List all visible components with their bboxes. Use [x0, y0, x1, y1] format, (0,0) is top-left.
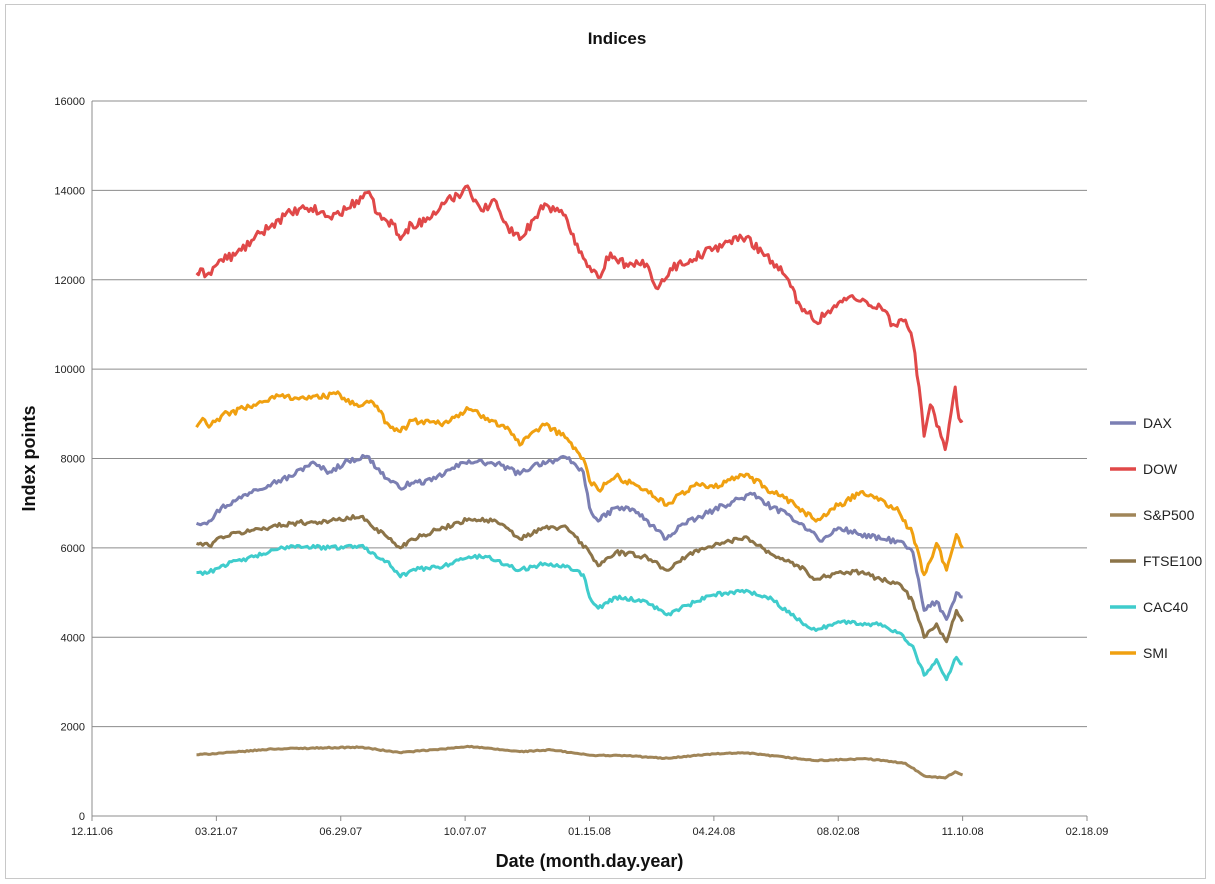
chart-frame: Indices 0 2000 4000 6000 8000 10000 12000 14000… [5, 4, 1206, 879]
x-tick-label: 08.02.08 [817, 826, 860, 838]
legend-label: DAX [1143, 415, 1172, 431]
series-line-dax [195, 453, 963, 621]
x-tick-label: 10.07.07 [444, 826, 487, 838]
legend-label: DOW [1143, 461, 1178, 477]
series-lines [195, 184, 964, 780]
y-tick-label: 16000 [54, 96, 85, 108]
y-tick-label: 14000 [54, 185, 85, 197]
series-line-dow [195, 184, 964, 452]
x-axis-tick-labels: 12.11.06 03.21.07 06.29.07 10.07.07 01.15.08… [71, 816, 1108, 838]
series-line-cac40 [196, 543, 963, 682]
legend: DAX DOW S&P500 FTSE100 CAC40 SMI [1110, 415, 1202, 661]
y-axis-title: Index points [19, 405, 39, 511]
y-tick-label: 10000 [54, 364, 85, 376]
y-tick-label: 6000 [61, 543, 85, 555]
y-tick-label: 4000 [61, 632, 85, 644]
y-tick-label: 8000 [61, 454, 85, 466]
legend-label: SMI [1143, 645, 1168, 661]
y-axis-tick-labels: 0 2000 4000 6000 8000 10000 12000 14000 16000 [54, 96, 85, 823]
series-line-sp500 [196, 744, 964, 780]
legend-label: S&P500 [1143, 507, 1195, 523]
legend-label: FTSE100 [1143, 553, 1202, 569]
y-tick-label: 0 [79, 811, 85, 823]
x-axis-title: Date (month.day.year) [496, 851, 684, 871]
x-tick-label: 12.11.06 [71, 826, 113, 838]
series-line-smi [195, 390, 964, 577]
x-tick-label: 03.21.07 [195, 826, 238, 838]
x-tick-label: 01.15.08 [568, 826, 611, 838]
gridlines [92, 100, 1087, 728]
x-tick-label: 04.24.08 [692, 826, 735, 838]
legend-label: CAC40 [1143, 599, 1188, 615]
series-line-ftse100 [196, 514, 964, 644]
x-tick-label: 06.29.07 [319, 826, 362, 838]
y-tick-label: 2000 [61, 722, 85, 734]
line-chart: Indices 0 2000 4000 6000 8000 10000 12000 14000… [19, 29, 1202, 871]
x-tick-label: 11.10.08 [942, 826, 984, 838]
x-tick-label: 02.18.09 [1066, 826, 1109, 838]
chart-title: Indices [588, 29, 647, 48]
y-tick-label: 12000 [54, 275, 85, 287]
